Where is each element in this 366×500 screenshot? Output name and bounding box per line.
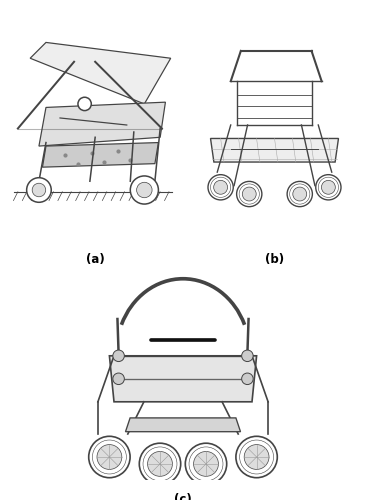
Circle shape bbox=[89, 436, 130, 478]
Circle shape bbox=[242, 187, 256, 201]
Circle shape bbox=[236, 182, 262, 206]
Circle shape bbox=[32, 183, 46, 197]
Circle shape bbox=[113, 350, 124, 362]
Polygon shape bbox=[126, 418, 240, 432]
Text: (c): (c) bbox=[174, 492, 192, 500]
Polygon shape bbox=[42, 142, 158, 167]
Text: (a): (a) bbox=[86, 252, 105, 266]
Circle shape bbox=[287, 182, 313, 206]
Circle shape bbox=[321, 180, 335, 194]
Polygon shape bbox=[210, 138, 339, 162]
Circle shape bbox=[244, 444, 269, 469]
Circle shape bbox=[293, 187, 307, 201]
Circle shape bbox=[242, 350, 253, 362]
Circle shape bbox=[113, 373, 124, 384]
Circle shape bbox=[78, 97, 91, 110]
Circle shape bbox=[242, 373, 253, 384]
Polygon shape bbox=[109, 356, 257, 402]
Circle shape bbox=[194, 452, 219, 476]
Polygon shape bbox=[39, 102, 165, 146]
Circle shape bbox=[214, 180, 228, 194]
Circle shape bbox=[236, 436, 277, 478]
Circle shape bbox=[137, 182, 152, 198]
Circle shape bbox=[27, 178, 51, 203]
Polygon shape bbox=[30, 42, 171, 104]
Circle shape bbox=[97, 444, 122, 469]
Circle shape bbox=[185, 443, 227, 484]
Circle shape bbox=[147, 452, 172, 476]
Circle shape bbox=[316, 174, 341, 200]
Text: (b): (b) bbox=[265, 252, 284, 266]
Circle shape bbox=[130, 176, 158, 204]
Circle shape bbox=[139, 443, 181, 484]
Circle shape bbox=[208, 174, 233, 200]
